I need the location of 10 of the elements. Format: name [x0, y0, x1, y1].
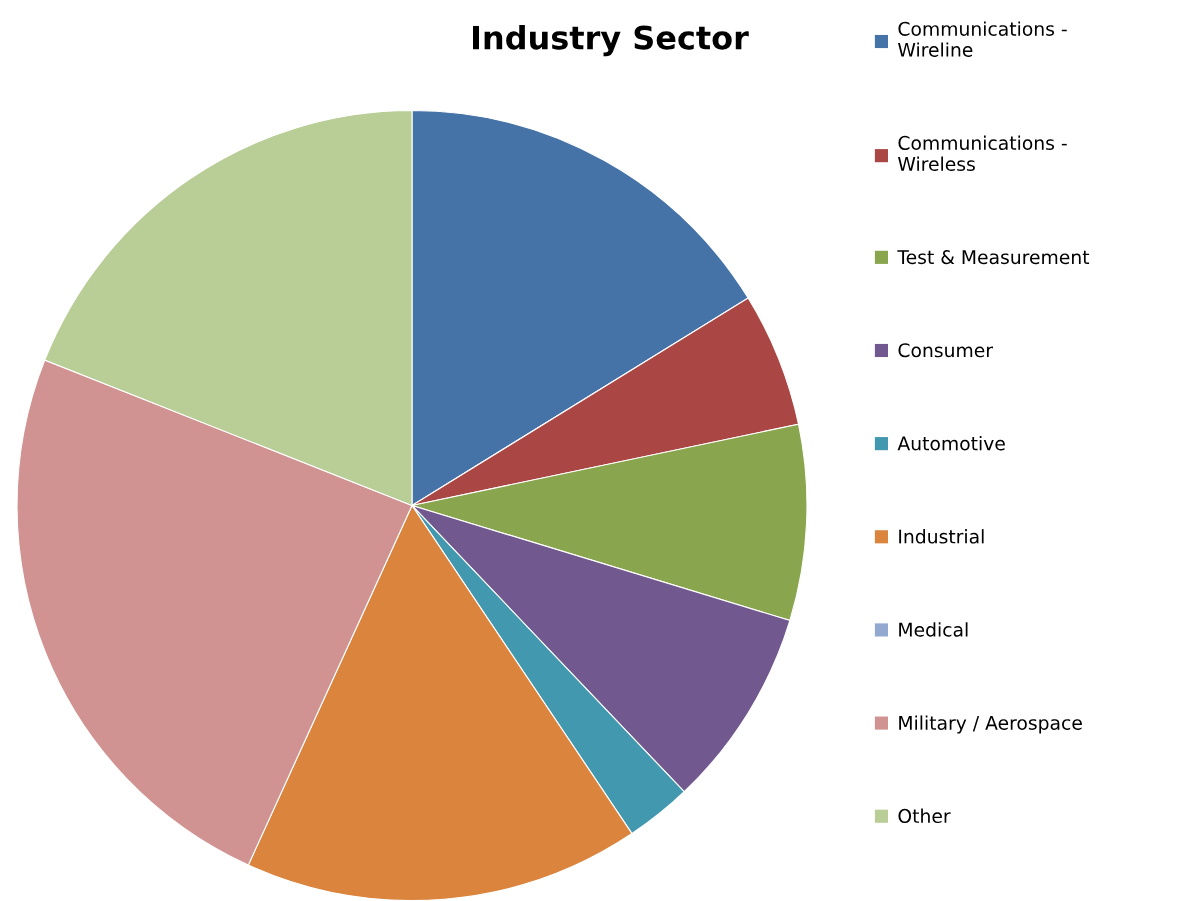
legend-label: Other [898, 808, 951, 824]
legend-label: Military / Aerospace [899, 715, 1082, 734]
legend-label: Consumer [898, 343, 993, 358]
chart-title: Industry Sector [472, 24, 749, 57]
legend-label: Communications - Wireline [898, 21, 1067, 57]
legend-label: Medical [899, 622, 968, 637]
legend-label: Industrial [899, 529, 984, 544]
legend-label: Automotive [897, 435, 1005, 451]
legend-label: Communications - Wireless [898, 135, 1067, 172]
legend-label: Test & Measurement [897, 250, 1090, 265]
